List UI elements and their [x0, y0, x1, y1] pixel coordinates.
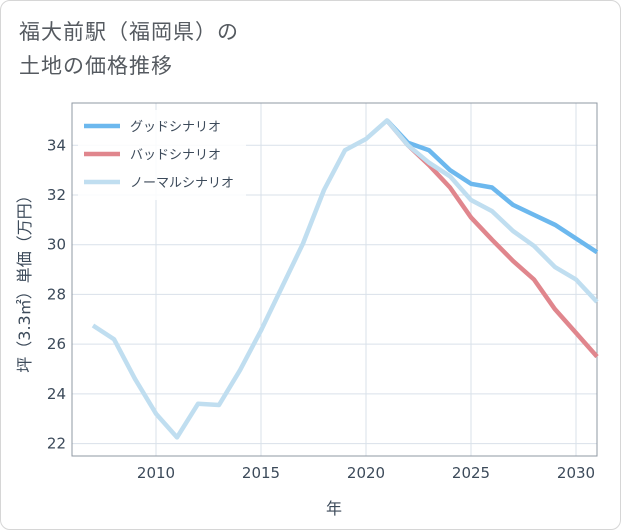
- y-tick-label: 34: [47, 136, 66, 154]
- chart-title-line-2: 土地の価格推移: [19, 54, 173, 78]
- y-tick-label: 32: [47, 186, 66, 204]
- x-tick-label: 2020: [347, 464, 385, 482]
- grid: [72, 103, 597, 456]
- legend-item-0[interactable]: グッドシナリオ: [84, 120, 221, 135]
- y-axis-title: 坪（3.3㎡）単価（万円）: [15, 187, 34, 372]
- plot-frame: [71, 102, 598, 457]
- y-tick-label: 26: [47, 335, 66, 353]
- x-tick-label: 2015: [242, 464, 280, 482]
- legend-label: バッドシナリオ: [130, 148, 221, 163]
- x-axis-title: 年: [326, 499, 342, 518]
- x-axis-ticks: 2010 2015 2020 2025 2030: [137, 464, 595, 482]
- series-line-2: [91, 118, 599, 440]
- chart-title: 福大前駅（福岡県）の 土地の価格推移: [19, 15, 239, 83]
- legend-item-1[interactable]: バッドシナリオ: [84, 148, 221, 163]
- legend-label: グッドシナリオ: [130, 120, 221, 135]
- series-layer: [91, 118, 599, 440]
- series-line-0: [385, 118, 599, 255]
- legend-item-2[interactable]: ノーマルシナリオ: [84, 176, 234, 191]
- y-tick-label: 22: [47, 435, 66, 453]
- x-tick-label: 2025: [452, 464, 490, 482]
- y-tick-label: 28: [47, 285, 66, 303]
- y-tick-label: 24: [47, 385, 66, 403]
- y-tick-label: 30: [47, 236, 66, 254]
- chart-title-line-1: 福大前駅（福岡県）の: [19, 20, 239, 44]
- y-axis-ticks: 22 24 26 28 30 32 34: [47, 136, 66, 452]
- x-tick-label: 2030: [557, 464, 595, 482]
- legend-label: ノーマルシナリオ: [130, 176, 234, 191]
- x-tick-label: 2010: [137, 464, 175, 482]
